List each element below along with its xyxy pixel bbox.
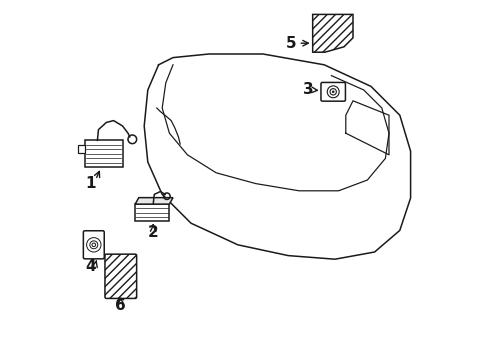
Text: 1: 1 — [86, 176, 96, 191]
Text: 5: 5 — [286, 36, 296, 51]
Text: 4: 4 — [86, 259, 96, 274]
Bar — [78, 145, 85, 153]
Text: 6: 6 — [116, 298, 126, 314]
FancyBboxPatch shape — [321, 82, 345, 101]
FancyBboxPatch shape — [83, 231, 104, 259]
Bar — [85, 140, 122, 167]
Polygon shape — [313, 14, 353, 52]
FancyBboxPatch shape — [105, 254, 137, 298]
Circle shape — [332, 91, 334, 93]
Bar — [135, 204, 170, 221]
Text: 2: 2 — [148, 225, 159, 240]
Polygon shape — [135, 198, 173, 204]
Text: 3: 3 — [303, 82, 313, 98]
